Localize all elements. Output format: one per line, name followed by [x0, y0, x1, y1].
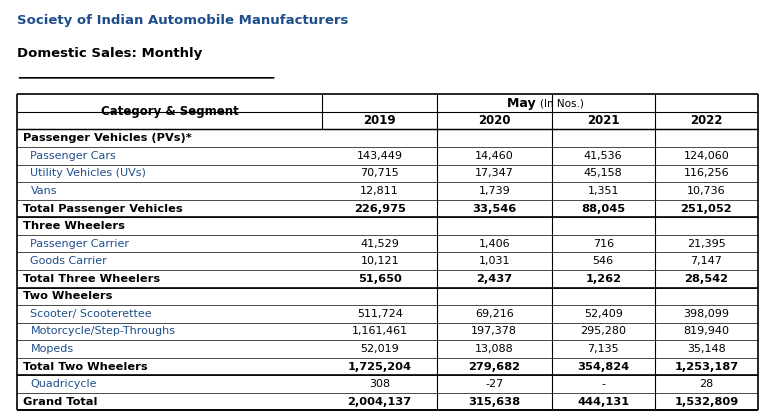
Text: Total Two Wheelers: Total Two Wheelers [23, 362, 147, 371]
Text: 295,280: 295,280 [580, 327, 626, 337]
Text: 279,682: 279,682 [469, 362, 520, 371]
Text: May: May [507, 97, 540, 110]
Text: 116,256: 116,256 [683, 168, 729, 178]
Text: -: - [601, 379, 605, 389]
Text: 17,347: 17,347 [475, 168, 514, 178]
Text: 2,437: 2,437 [476, 274, 512, 284]
Text: 10,736: 10,736 [687, 186, 726, 196]
Text: 2020: 2020 [478, 114, 511, 127]
Text: 7,135: 7,135 [588, 344, 619, 354]
Text: Scooter/ Scooterettee: Scooter/ Scooterettee [31, 309, 152, 319]
Text: 10,121: 10,121 [360, 256, 399, 266]
Text: Motorcycle/Step-Throughs: Motorcycle/Step-Throughs [31, 327, 176, 337]
Text: 45,158: 45,158 [584, 168, 623, 178]
Text: 124,060: 124,060 [683, 151, 729, 161]
Text: 2,004,137: 2,004,137 [347, 397, 412, 407]
Text: 1,161,461: 1,161,461 [351, 327, 408, 337]
Text: 444,131: 444,131 [577, 397, 629, 407]
Text: 1,532,809: 1,532,809 [674, 397, 739, 407]
Text: 51,650: 51,650 [357, 274, 402, 284]
Text: 52,019: 52,019 [360, 344, 399, 354]
Text: 70,715: 70,715 [360, 168, 399, 178]
Text: Passenger Cars: Passenger Cars [31, 151, 116, 161]
Text: Society of Indian Automobile Manufacturers: Society of Indian Automobile Manufacture… [17, 14, 348, 27]
Text: 308: 308 [369, 379, 390, 389]
Text: Total Passenger Vehicles: Total Passenger Vehicles [23, 203, 183, 213]
Text: 1,253,187: 1,253,187 [674, 362, 739, 371]
Text: 1,725,204: 1,725,204 [347, 362, 412, 371]
Text: Vans: Vans [31, 186, 57, 196]
Text: 7,147: 7,147 [690, 256, 723, 266]
Text: 143,449: 143,449 [357, 151, 403, 161]
Text: 197,378: 197,378 [471, 327, 517, 337]
Text: 69,216: 69,216 [475, 309, 514, 319]
Text: 1,406: 1,406 [479, 239, 510, 249]
Text: 2022: 2022 [690, 114, 723, 127]
Text: Domestic Sales: Monthly: Domestic Sales: Monthly [17, 47, 202, 60]
Text: Category & Segment: Category & Segment [100, 105, 239, 119]
Text: 13,088: 13,088 [475, 344, 514, 354]
Text: 28,542: 28,542 [684, 274, 729, 284]
Text: 511,724: 511,724 [357, 309, 403, 319]
Text: 1,351: 1,351 [588, 186, 619, 196]
Text: Passenger Carrier: Passenger Carrier [31, 239, 130, 249]
Text: 88,045: 88,045 [581, 203, 625, 213]
Text: 1,739: 1,739 [479, 186, 510, 196]
Text: 28: 28 [700, 379, 713, 389]
Text: Grand Total: Grand Total [23, 397, 97, 407]
Text: 2021: 2021 [587, 114, 620, 127]
Text: 819,940: 819,940 [683, 327, 729, 337]
Text: 354,824: 354,824 [577, 362, 629, 371]
Text: 716: 716 [593, 239, 614, 249]
Text: 1,031: 1,031 [479, 256, 510, 266]
Text: 33,546: 33,546 [472, 203, 516, 213]
Text: -27: -27 [486, 379, 503, 389]
Text: 21,395: 21,395 [687, 239, 726, 249]
Text: 52,409: 52,409 [584, 309, 623, 319]
Text: 546: 546 [593, 256, 614, 266]
Text: 2019: 2019 [364, 114, 396, 127]
Text: 1,262: 1,262 [585, 274, 621, 284]
Text: Passenger Vehicles (PVs)*: Passenger Vehicles (PVs)* [23, 133, 192, 143]
Text: 41,536: 41,536 [584, 151, 623, 161]
Text: 14,460: 14,460 [475, 151, 514, 161]
Text: 12,811: 12,811 [360, 186, 399, 196]
Text: Utility Vehicles (UVs): Utility Vehicles (UVs) [31, 168, 146, 178]
Text: (In Nos.): (In Nos.) [540, 98, 584, 108]
Text: 41,529: 41,529 [360, 239, 399, 249]
Text: 315,638: 315,638 [468, 397, 520, 407]
Text: Quadricycle: Quadricycle [31, 379, 97, 389]
Text: Goods Carrier: Goods Carrier [31, 256, 107, 266]
Text: 398,099: 398,099 [683, 309, 729, 319]
Text: Two Wheelers: Two Wheelers [23, 291, 112, 301]
Text: Mopeds: Mopeds [31, 344, 74, 354]
Text: Total Three Wheelers: Total Three Wheelers [23, 274, 160, 284]
Text: 35,148: 35,148 [687, 344, 726, 354]
Text: 226,975: 226,975 [354, 203, 406, 213]
Text: 251,052: 251,052 [680, 203, 732, 213]
Text: Three Wheelers: Three Wheelers [23, 221, 125, 231]
